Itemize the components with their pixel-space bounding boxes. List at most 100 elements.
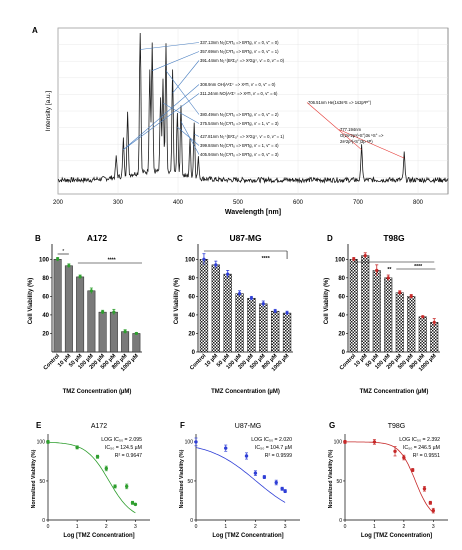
annotation-leader <box>123 84 200 150</box>
data-point <box>95 455 100 459</box>
data-point <box>280 487 284 491</box>
dose-x-tick: 0 <box>195 524 198 530</box>
data-point <box>133 502 138 507</box>
spectrum-x-tick: 800 <box>413 200 424 206</box>
bar-y-tick: 80 <box>188 276 195 282</box>
significance-marker: * <box>62 249 64 255</box>
bar-panel-title: T98G <box>383 233 405 243</box>
dose-x-label: Log [TMZ Concentration] <box>361 533 432 539</box>
fit-stat: LOG IC₅₀ = 2.392 <box>399 437 440 443</box>
bar-x-label: TMZ Concentration (µM) <box>63 389 132 395</box>
dose-x-tick: 1 <box>76 524 79 530</box>
bar <box>199 259 209 353</box>
bar <box>430 322 439 353</box>
bar-y-tick: 20 <box>42 331 49 337</box>
bar-x-label: TMZ Concentration (µM) <box>211 389 280 395</box>
dose-y-tick: 0 <box>339 518 342 524</box>
annotation-leader <box>338 129 405 159</box>
bar <box>361 255 370 353</box>
bar-marker <box>226 272 230 276</box>
bar-y-tick: 0 <box>192 350 196 356</box>
data-point <box>343 440 347 444</box>
bar <box>109 311 118 353</box>
data-point <box>130 501 135 505</box>
bar <box>211 264 220 353</box>
dose-x-tick: 2 <box>254 524 257 530</box>
annotation-leader <box>172 60 200 94</box>
bar-marker <box>78 275 82 279</box>
bar <box>384 277 393 353</box>
peak-annotation: 311.24nm NO(A²Σ⁺ => X²Π, v' = 0, v'' = 6… <box>200 91 278 96</box>
data-point <box>262 475 267 479</box>
bar-marker <box>363 253 367 258</box>
significance-marker: **** <box>262 256 271 262</box>
bar-y-label: Cell Viability (%) <box>324 278 330 325</box>
data-point <box>283 489 287 493</box>
annotation-leader <box>194 133 200 137</box>
data-point <box>402 455 406 460</box>
dose-x-tick: 0 <box>47 524 50 530</box>
bar-y-tick: 100 <box>185 257 196 263</box>
bar-marker <box>56 257 60 261</box>
annotation-leader <box>177 126 200 146</box>
fit-stat: IC₅₀ = 246.5 µM <box>403 445 440 451</box>
bar-marker <box>421 315 425 319</box>
bar <box>271 310 280 353</box>
dose-y-tick: 0 <box>42 518 45 524</box>
dose-y-label: Normalized Viability (%) <box>328 449 334 508</box>
dose-x-tick: 3 <box>134 524 137 530</box>
fit-stat: LOG IC₅₀ = 2.020 <box>251 437 292 443</box>
fit-curve <box>48 441 136 514</box>
dose-x-tick: 2 <box>105 524 108 530</box>
fit-curve <box>195 447 286 503</box>
annotation-leader <box>152 51 200 71</box>
dose-x-tick: 1 <box>373 524 376 530</box>
bar-marker <box>237 291 242 296</box>
fit-stat: IC₅₀ = 104.7 µM <box>255 445 292 451</box>
dose-y-tick: 50 <box>187 479 193 485</box>
bar-y-tick: 100 <box>335 257 346 263</box>
bar-marker <box>214 263 218 267</box>
bar-marker <box>273 309 277 313</box>
dose-y-tick: 50 <box>39 479 45 485</box>
bar-y-tick: 80 <box>338 276 345 282</box>
peak-annotation: 777.194nm <box>340 127 361 132</box>
annotation-leader <box>123 93 200 150</box>
data-point <box>224 446 228 450</box>
annotation-leader <box>165 70 200 115</box>
data-point <box>431 508 435 513</box>
peak-annotation: 2s²2p³(⁴S°)3p ⁵P) <box>340 139 373 144</box>
bar <box>349 259 358 353</box>
dose-y-tick: 100 <box>334 440 343 446</box>
bar <box>132 333 141 353</box>
spectrum-line <box>57 32 449 184</box>
bar-y-tick: 0 <box>342 350 346 356</box>
panel-letter-b: B <box>35 234 41 243</box>
bar-y-label: Cell Viability (%) <box>28 278 34 325</box>
spectrum-x-label: Wavelength [nm] <box>225 209 281 216</box>
bar <box>395 292 404 353</box>
data-point <box>124 484 129 489</box>
spectrum-x-tick: 500 <box>233 200 244 206</box>
spectrum-x-tick: 600 <box>293 200 304 206</box>
dose-panel-title: U87-MG <box>235 423 261 430</box>
data-point <box>46 440 50 444</box>
peak-annotation: 308.9nm OH(A²Σ⁺ => X²Π, v' = 0, v'' = 0) <box>200 82 276 87</box>
spectrum-x-tick: 400 <box>173 200 184 206</box>
bar-y-tick: 60 <box>188 294 195 300</box>
bar <box>407 296 416 353</box>
dose-y-tick: 100 <box>185 440 194 446</box>
data-point <box>244 454 249 458</box>
bar <box>259 303 268 353</box>
bar-y-tick: 20 <box>188 331 195 337</box>
peak-annotation: 357.69nm N₂(C³Πᵤ => B³Πg, v' = 0, v'' = … <box>200 49 279 54</box>
bar-y-label: Cell Viability (%) <box>174 278 180 325</box>
peak-annotation: 405.94nm N₂(C³Πᵤ => B³Πg, v' = 0, v'' = … <box>200 152 279 157</box>
spectrum-x-tick: 700 <box>353 200 364 206</box>
bar-y-tick: 60 <box>338 294 345 300</box>
bar-panel-title: A172 <box>87 233 108 243</box>
bar-marker <box>249 296 254 300</box>
dose-x-label: Log [TMZ Concentration] <box>63 533 134 539</box>
bar-marker <box>285 311 289 315</box>
